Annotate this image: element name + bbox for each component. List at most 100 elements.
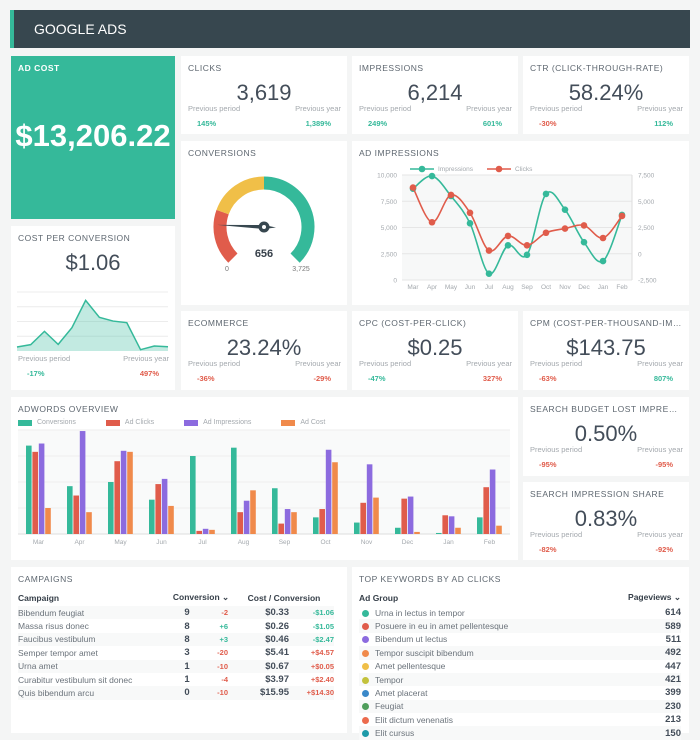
conversion-value: 9 bbox=[168, 606, 206, 620]
prev-period-label: Previous period bbox=[18, 354, 71, 363]
legend-item[interactable]: Ad Clicks bbox=[105, 419, 154, 426]
data-point bbox=[580, 238, 588, 246]
legend-item[interactable]: Conversions bbox=[18, 419, 76, 426]
dashboard-header: GOOGLE ADS bbox=[10, 10, 690, 48]
table-row[interactable]: Tempor suscipit bibendum 492 bbox=[359, 646, 681, 660]
legend-label: Ad Impressions bbox=[203, 419, 252, 426]
table-row[interactable]: Quis bibendum arcu 0 -10 $15.95 +$14.30 bbox=[18, 686, 334, 700]
data-point bbox=[561, 225, 569, 232]
data-point bbox=[523, 251, 531, 259]
prev-year-value: 1,389% bbox=[305, 119, 331, 128]
table-row[interactable]: Semper tempor amet 3 -20 $5.41 +$4.57 bbox=[18, 646, 334, 659]
prev-year-label: Previous year bbox=[637, 445, 683, 454]
legend-item[interactable]: Ad Impressions bbox=[184, 419, 251, 426]
prev-year-label: Previous year bbox=[123, 354, 169, 363]
table-row[interactable]: Feugiat 230 bbox=[359, 699, 681, 713]
cost-per-conversion-value: $3.97 bbox=[265, 674, 289, 686]
table-row[interactable]: Massa risus donec 8 +6 $0.26 -$1.05 bbox=[18, 619, 334, 632]
column-header-ad-group[interactable]: Ad Group bbox=[359, 592, 399, 603]
card-title: CPC (COST-PER-CLICK) bbox=[359, 318, 467, 328]
x-tick-label: May bbox=[445, 284, 458, 291]
bar-ad-clicks bbox=[278, 523, 284, 534]
prev-year-value: 601% bbox=[482, 119, 502, 128]
column-header-conversion[interactable]: Conversion ⌄ bbox=[168, 589, 234, 606]
bar-ad-cost bbox=[455, 527, 461, 534]
sparkline-area bbox=[17, 300, 168, 351]
data-point bbox=[599, 257, 607, 265]
table-row[interactable]: Tempor 421 bbox=[359, 672, 681, 687]
table-row[interactable]: Elit dictum venenatis 213 bbox=[359, 713, 681, 726]
kpi-card-cpm: CPM (COST-PER-THOUSAND-IMP... $143.75 Pr… bbox=[523, 311, 689, 390]
card-title: CLICKS bbox=[188, 63, 222, 73]
table-row[interactable]: Bibendum ut lectus 511 bbox=[359, 633, 681, 646]
data-point bbox=[428, 172, 436, 180]
table-row[interactable]: Amet pellentesque 447 bbox=[359, 660, 681, 673]
keyword-name: Posuere in eu in amet pellentesque bbox=[375, 621, 509, 632]
y-tick-label-right: -2,500 bbox=[638, 278, 657, 285]
keyword-name: Amet placerat bbox=[375, 687, 428, 698]
kpi-value: 6,214 bbox=[407, 80, 463, 105]
keyword-name: Tempor bbox=[375, 674, 404, 685]
bar-conversions bbox=[354, 522, 360, 534]
card-title: CAMPAIGNS bbox=[18, 574, 73, 584]
prev-period-label: Previous period bbox=[530, 104, 583, 113]
conversion-value: 1 bbox=[168, 659, 206, 673]
bar-ad-impressions bbox=[38, 443, 45, 534]
data-point bbox=[618, 212, 626, 220]
bar-ad-impressions bbox=[120, 450, 127, 534]
card-title: AD COST bbox=[18, 63, 60, 73]
column-header-pageviews[interactable]: Pageviews ⌄ bbox=[597, 589, 681, 606]
prev-period-label: Previous period bbox=[530, 445, 583, 454]
bar-ad-clicks bbox=[360, 502, 366, 534]
y-tick-label-right: 5,000 bbox=[638, 199, 655, 206]
table-row[interactable]: Urna amet 1 -10 $0.67 +$0.05 bbox=[18, 659, 334, 673]
table-row[interactable]: Amet placerat 399 bbox=[359, 686, 681, 699]
chart-legend: Conversions Ad Clicks Ad Impressions Ad Cos… bbox=[18, 419, 341, 426]
prev-year-label: Previous year bbox=[637, 359, 683, 368]
x-tick-label: Oct bbox=[541, 284, 551, 291]
card-title: SEARCH BUDGET LOST IMPRESSI... bbox=[530, 404, 683, 414]
prev-period-label: Previous period bbox=[188, 359, 241, 368]
table-row[interactable]: Curabitur vestibulum sit donec 1 -4 $3.9… bbox=[18, 673, 334, 686]
kpi-card-ecommerce: ECOMMERCE 23.24% Previous period Previou… bbox=[181, 311, 347, 390]
y-tick-label-left: 2,500 bbox=[381, 251, 398, 258]
data-point bbox=[504, 242, 512, 249]
cost-per-conversion-delta: -$2.47 bbox=[289, 632, 334, 647]
conversion-value: 8 bbox=[184, 620, 190, 632]
table-row[interactable]: Bibendum feugiat 9 -2 $0.33 -$1.06 bbox=[18, 606, 334, 620]
legend-item[interactable]: Ad Cost bbox=[281, 419, 325, 426]
column-header-campaign[interactable]: Campaign bbox=[18, 592, 60, 603]
legend-marker bbox=[495, 165, 503, 173]
prev-period-value: -47% bbox=[368, 374, 386, 383]
cost-per-conversion-value: $0.67 bbox=[234, 659, 289, 673]
conversion-value: 3 bbox=[184, 647, 190, 659]
table-row[interactable]: Elit cursus 150 bbox=[359, 726, 681, 740]
bar-ad-cost bbox=[209, 529, 215, 534]
data-point bbox=[485, 270, 493, 277]
x-tick-label: Nov bbox=[361, 539, 373, 546]
bar-conversions bbox=[395, 527, 401, 534]
keyword-color-dot-icon bbox=[362, 730, 369, 738]
kpi-card-ctr: CTR (CLICK-THROUGH-RATE) 58.24% Previous… bbox=[523, 56, 689, 134]
pageviews-value: 213 bbox=[665, 714, 681, 726]
x-tick-label: Dec bbox=[402, 539, 414, 546]
bar-ad-impressions bbox=[366, 464, 373, 534]
x-tick-label: Jan bbox=[443, 539, 454, 546]
keyword-color-dot-icon bbox=[362, 623, 369, 631]
campaign-name: Massa risus donec bbox=[18, 621, 89, 632]
table-row[interactable]: Urna in lectus in tempor 614 bbox=[359, 606, 681, 619]
keyword-name: Elit dictum venenatis bbox=[375, 714, 453, 725]
keyword-color-dot-icon bbox=[362, 649, 369, 657]
table-row[interactable]: Posuere in eu in amet pellentesque 589 bbox=[359, 619, 681, 633]
pageviews-value: 447 bbox=[665, 660, 681, 672]
prev-period-value: -82% bbox=[539, 545, 557, 554]
legend-label: Clicks bbox=[515, 166, 533, 173]
keyword-color-dot-icon bbox=[362, 689, 369, 697]
column-header-cost-per-conversion[interactable]: Cost / Conversion bbox=[247, 592, 321, 603]
table-row[interactable]: Faucibus vestibulum 8 +3 $0.46 -$2.47 bbox=[18, 632, 334, 647]
bar-ad-impressions bbox=[202, 528, 209, 534]
keyword-name: Tempor suscipit bibendum bbox=[375, 647, 474, 658]
prev-year-label: Previous year bbox=[295, 104, 341, 113]
campaign-name: Urna amet bbox=[18, 659, 168, 673]
y-tick-label-left: 5,000 bbox=[381, 225, 398, 232]
